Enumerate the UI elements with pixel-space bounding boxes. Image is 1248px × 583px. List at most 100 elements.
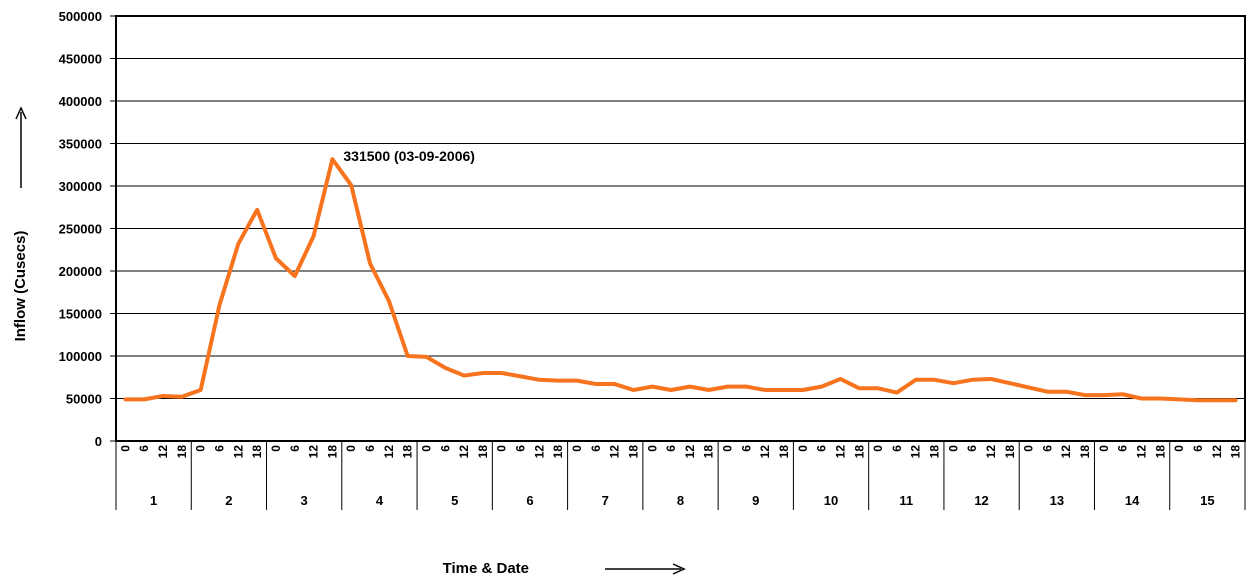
x-tick-label: 12 xyxy=(156,445,170,459)
y-tick-label: 250000 xyxy=(59,222,102,237)
day-label: 12 xyxy=(974,493,988,508)
gridlines xyxy=(116,58,1245,399)
x-axis-title-group: Time & Date xyxy=(443,560,686,577)
y-tick-label: 450000 xyxy=(59,52,102,67)
day-label: 15 xyxy=(1200,493,1214,508)
x-tick-label: 6 xyxy=(137,445,151,452)
x-tick-label: 6 xyxy=(589,445,603,452)
x-tick-label: 0 xyxy=(721,445,735,452)
x-tick-label: 0 xyxy=(118,445,132,452)
y-axis-arrow-head-icon xyxy=(15,106,27,120)
x-tick-label: 6 xyxy=(965,445,979,452)
x-tick-label: 6 xyxy=(288,445,302,452)
x-tick-label: 0 xyxy=(1022,445,1036,452)
day-label: 1 xyxy=(150,493,157,508)
x-tick-label: 12 xyxy=(1135,445,1149,459)
x-tick-label: 6 xyxy=(438,445,452,452)
x-tick-label: 18 xyxy=(551,445,565,459)
x-tick-label: 12 xyxy=(231,445,245,459)
x-tick-label: 6 xyxy=(212,445,226,452)
x-tick-label: 12 xyxy=(1059,445,1073,459)
x-tick-label: 18 xyxy=(1153,445,1167,459)
x-tick-label: 18 xyxy=(476,445,490,459)
plot-area-border xyxy=(115,15,1246,442)
x-tick-label: 18 xyxy=(1003,445,1017,459)
x-tick-label: 18 xyxy=(777,445,791,459)
y-tick-label: 0 xyxy=(95,434,102,449)
x-tick-label: 18 xyxy=(852,445,866,459)
x-tick-label: 18 xyxy=(175,445,189,459)
x-tick-label: 12 xyxy=(683,445,697,459)
y-tick-label: 400000 xyxy=(59,94,102,109)
day-label: 8 xyxy=(677,493,684,508)
x-tick-label: 6 xyxy=(1191,445,1205,452)
x-tick-label: 12 xyxy=(457,445,471,459)
x-tick-label: 18 xyxy=(928,445,942,459)
x-tick-label: 18 xyxy=(1078,445,1092,459)
x-tick-label: 12 xyxy=(532,445,546,459)
y-tick-label: 50000 xyxy=(66,392,102,407)
day-label: 3 xyxy=(301,493,308,508)
day-labels: 1 2 3 4 5 6 7 8 9 10 11 12 13 14 15 xyxy=(115,441,1246,510)
peak-annotation: 331500 (03-09-2006) xyxy=(343,148,475,164)
x-tick-label: 18 xyxy=(250,445,264,459)
x-tick-label: 6 xyxy=(739,445,753,452)
x-tick-label: 6 xyxy=(363,445,377,452)
x-tick-label: 12 xyxy=(909,445,923,459)
x-tick-label: 18 xyxy=(1229,445,1243,459)
x-tick-label: 0 xyxy=(1172,445,1186,452)
x-tick-label: 0 xyxy=(645,445,659,452)
x-tick-label: 0 xyxy=(946,445,960,452)
x-axis-title: Time & Date xyxy=(443,560,529,577)
x-tick-label: 6 xyxy=(514,445,528,452)
x-tick-label: 0 xyxy=(796,445,810,452)
day-label: 4 xyxy=(376,493,384,508)
x-tick-label: 0 xyxy=(570,445,584,452)
x-tick-label: 18 xyxy=(401,445,415,459)
x-tick-label: 6 xyxy=(1040,445,1054,452)
y-axis-ticks: 0 50000 100000 150000 200000 250000 300000 3500… xyxy=(59,9,116,449)
x-tick-label: 6 xyxy=(815,445,829,452)
x-tick-label: 12 xyxy=(984,445,998,459)
x-tick-label: 0 xyxy=(194,445,208,452)
x-tick-label: 0 xyxy=(1097,445,1111,452)
y-tick-label: 150000 xyxy=(59,307,102,322)
day-label: 10 xyxy=(824,493,838,508)
x-tick-label: 18 xyxy=(626,445,640,459)
day-label: 14 xyxy=(1125,493,1140,508)
y-axis-title: Inflow (Cusecs) xyxy=(12,231,29,342)
y-tick-label: 500000 xyxy=(59,9,102,24)
x-tick-label: 12 xyxy=(758,445,772,459)
x-tick-label: 6 xyxy=(664,445,678,452)
x-tick-label: 12 xyxy=(382,445,396,459)
day-label: 7 xyxy=(602,493,609,508)
day-label: 11 xyxy=(899,493,913,508)
y-tick-label: 200000 xyxy=(59,264,102,279)
x-tick-label: 0 xyxy=(419,445,433,452)
x-tick-label: 0 xyxy=(871,445,885,452)
x-tick-label: 18 xyxy=(325,445,339,459)
y-tick-label: 300000 xyxy=(59,179,102,194)
x-tick-label: 6 xyxy=(890,445,904,452)
x-axis-arrow-head-icon xyxy=(672,563,686,575)
x-tick-label: 12 xyxy=(608,445,622,459)
day-label: 6 xyxy=(526,493,533,508)
x-tick-label: 6 xyxy=(1116,445,1130,452)
x-tick-label: 18 xyxy=(702,445,716,459)
y-tick-label: 350000 xyxy=(59,137,102,152)
day-label: 5 xyxy=(451,493,458,508)
x-tick-label: 0 xyxy=(344,445,358,452)
y-tick-label: 100000 xyxy=(59,349,102,364)
x-tick-label: 0 xyxy=(269,445,283,452)
x-tick-label: 12 xyxy=(833,445,847,459)
y-axis-title-group: Inflow (Cusecs) xyxy=(12,106,29,342)
inflow-series-line xyxy=(123,157,1238,403)
x-tick-label: 12 xyxy=(307,445,321,459)
day-label: 9 xyxy=(752,493,759,508)
x-tick-label: 0 xyxy=(495,445,509,452)
x-tick-label: 12 xyxy=(1210,445,1224,459)
day-label: 2 xyxy=(225,493,232,508)
day-label: 13 xyxy=(1050,493,1064,508)
x-axis-ticks: 0 6 12 18 0 6 12 18 0 6 12 18 0 6 12 18 0 6 12 18 0 6 12 18 0 6 12… xyxy=(118,445,1242,459)
